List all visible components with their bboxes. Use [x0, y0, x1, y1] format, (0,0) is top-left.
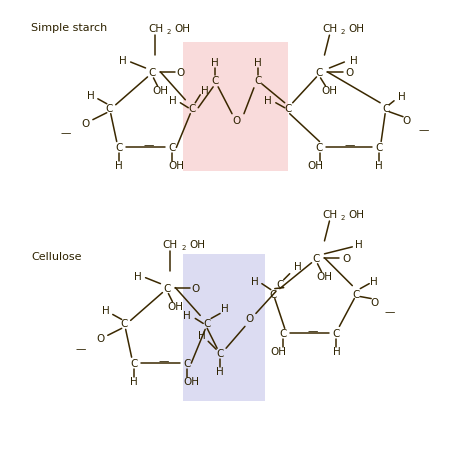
Text: OH: OH — [321, 86, 337, 96]
Text: —: — — [307, 326, 318, 336]
Text: C: C — [383, 103, 390, 114]
Text: OH: OH — [271, 346, 287, 356]
Text: O: O — [191, 283, 200, 293]
Text: H: H — [211, 58, 219, 68]
Text: C: C — [203, 319, 211, 329]
Text: H: H — [333, 346, 340, 356]
Text: C: C — [254, 76, 262, 86]
Text: 2: 2 — [340, 215, 345, 221]
Text: 2: 2 — [340, 29, 345, 35]
Text: H: H — [221, 304, 229, 314]
Text: C: C — [276, 279, 283, 289]
Text: OH: OH — [153, 86, 168, 96]
Text: C: C — [284, 103, 292, 114]
Text: C: C — [316, 143, 323, 153]
Text: H: H — [254, 58, 262, 68]
Text: O: O — [82, 118, 90, 129]
Text: H: H — [134, 271, 141, 281]
Text: H: H — [264, 96, 272, 106]
Text: H: H — [370, 276, 378, 286]
Text: H: H — [398, 92, 406, 101]
Text: H: H — [294, 261, 301, 271]
Text: C: C — [316, 68, 323, 78]
Text: O: O — [345, 68, 354, 78]
Text: H: H — [350, 56, 358, 66]
Text: —: — — [385, 307, 395, 317]
Text: H: H — [168, 96, 176, 106]
Text: OH: OH — [174, 24, 191, 34]
Text: C: C — [313, 253, 320, 263]
Text: O: O — [176, 68, 184, 78]
Text: H: H — [183, 311, 191, 321]
Text: C: C — [149, 68, 156, 78]
Text: —: — — [344, 140, 355, 150]
Text: H: H — [216, 366, 224, 376]
Text: C: C — [211, 76, 219, 86]
Text: H: H — [251, 276, 259, 286]
Text: H: H — [201, 86, 209, 96]
Text: C: C — [333, 329, 340, 339]
Text: O: O — [233, 115, 241, 125]
Text: O: O — [246, 314, 254, 324]
Text: OH: OH — [308, 161, 324, 171]
Text: C: C — [169, 143, 176, 153]
Text: —: — — [76, 344, 86, 354]
Text: H: H — [87, 91, 95, 101]
Text: 2: 2 — [166, 29, 171, 35]
Bar — [183, 43, 288, 172]
Text: H: H — [375, 161, 383, 171]
Text: C: C — [353, 289, 360, 299]
Text: OH: OH — [348, 210, 365, 220]
Text: —: — — [158, 355, 169, 365]
Text: CH: CH — [322, 210, 337, 220]
Text: 2: 2 — [181, 244, 185, 250]
Text: —: — — [61, 128, 71, 138]
Text: C: C — [189, 103, 196, 114]
Text: OH: OH — [189, 239, 205, 249]
Text: C: C — [279, 329, 286, 339]
Text: Simple starch: Simple starch — [31, 23, 108, 33]
Bar — [183, 254, 265, 401]
Text: O: O — [342, 253, 350, 263]
Text: —: — — [143, 140, 154, 150]
Text: H: H — [130, 376, 137, 386]
Text: Cellulose: Cellulose — [31, 251, 82, 261]
Text: H: H — [115, 161, 123, 171]
Text: OH: OH — [348, 24, 365, 34]
Text: C: C — [164, 283, 171, 293]
Text: C: C — [217, 349, 224, 359]
Text: CH: CH — [163, 239, 178, 249]
Text: H: H — [198, 331, 206, 341]
Text: OH: OH — [183, 376, 199, 386]
Text: —: — — [419, 125, 429, 135]
Text: O: O — [370, 297, 378, 307]
Text: C: C — [105, 103, 112, 114]
Text: O: O — [97, 334, 105, 344]
Text: H: H — [356, 239, 363, 249]
Text: OH: OH — [168, 161, 184, 171]
Text: C: C — [120, 319, 128, 329]
Text: OH: OH — [167, 301, 183, 311]
Text: O: O — [403, 115, 411, 125]
Text: H: H — [119, 56, 127, 66]
Text: C: C — [375, 143, 383, 153]
Text: H: H — [102, 306, 109, 316]
Text: CH: CH — [148, 24, 163, 34]
Text: C: C — [269, 289, 276, 299]
Text: C: C — [130, 359, 137, 368]
Text: OH: OH — [317, 271, 332, 281]
Text: CH: CH — [322, 24, 337, 34]
Text: C: C — [115, 143, 122, 153]
Text: C: C — [183, 359, 191, 368]
